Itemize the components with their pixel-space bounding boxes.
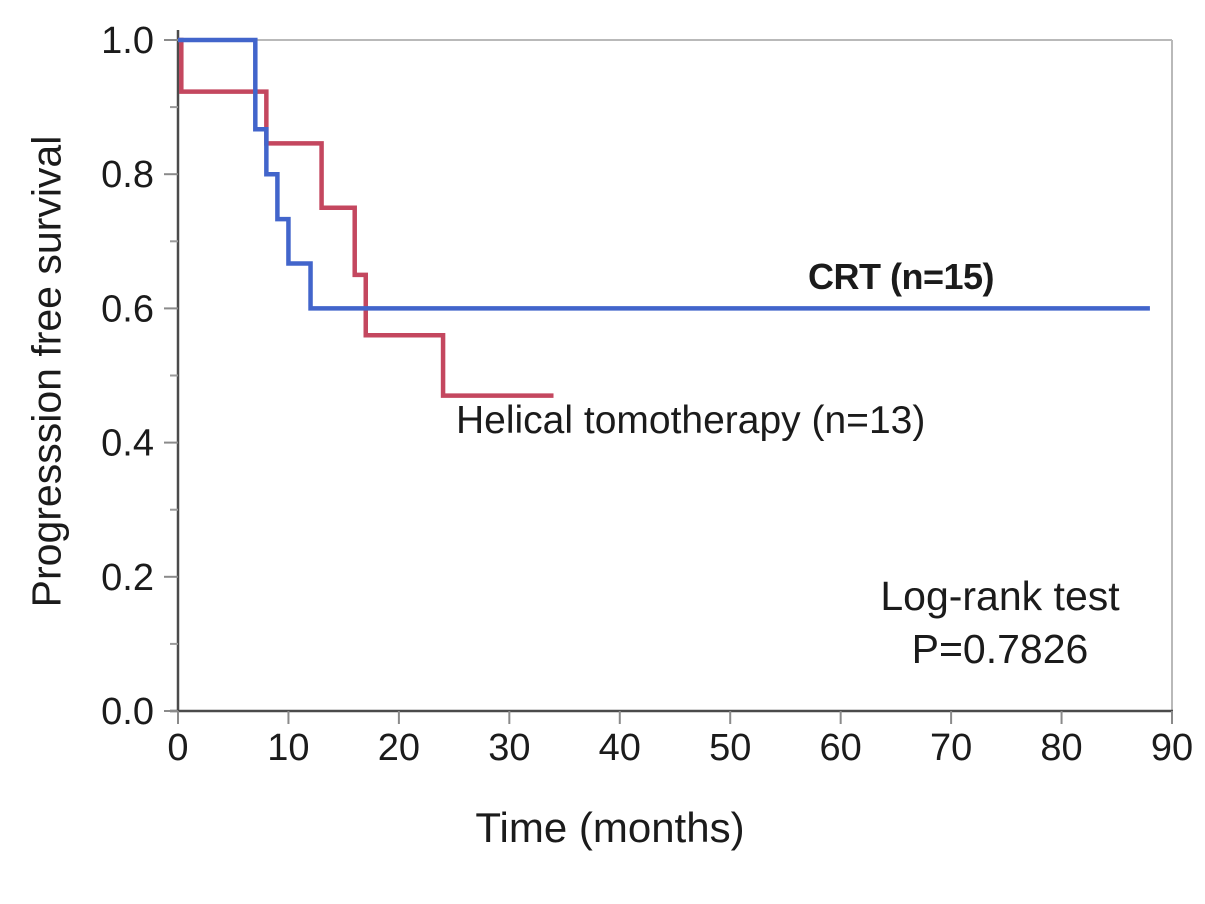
y-tick-label: 0.4 [101, 423, 154, 465]
x-tick-label: 20 [378, 727, 420, 769]
logrank-pvalue-text: P=0.7826 [911, 626, 1089, 672]
x-tick-label: 80 [1040, 727, 1082, 769]
y-tick-label: 0.8 [101, 154, 154, 196]
y-tick-label: 0.2 [101, 557, 154, 599]
survival-curve-crt [178, 37, 1150, 311]
x-tick-label: 40 [599, 727, 641, 769]
y-tick-label: 0.0 [101, 691, 154, 733]
logrank-test-text: Log-rank test [880, 573, 1120, 619]
series-label-crt: CRT (n=15) [808, 256, 995, 297]
x-tick-label: 10 [267, 727, 309, 769]
y-axis-title: Progresssion free survival [23, 135, 70, 608]
x-tick-label: 60 [820, 727, 862, 769]
x-tick-label: 70 [930, 727, 972, 769]
x-tick-label: 90 [1151, 727, 1193, 769]
x-tick-label: 0 [167, 727, 188, 769]
series-label-helical-tomotherapy: Helical tomotherapy (n=13) [456, 399, 926, 442]
x-axis-title: Time (months) [475, 804, 745, 851]
x-tick-label: 50 [709, 727, 751, 769]
y-tick-label: 1.0 [101, 20, 154, 62]
x-tick-label: 30 [488, 727, 530, 769]
survival-curve-helical-tomotherapy [178, 37, 554, 398]
y-tick-label: 0.6 [101, 288, 154, 330]
logrank-annotation: Log-rank test P=0.7826 [845, 570, 1155, 676]
